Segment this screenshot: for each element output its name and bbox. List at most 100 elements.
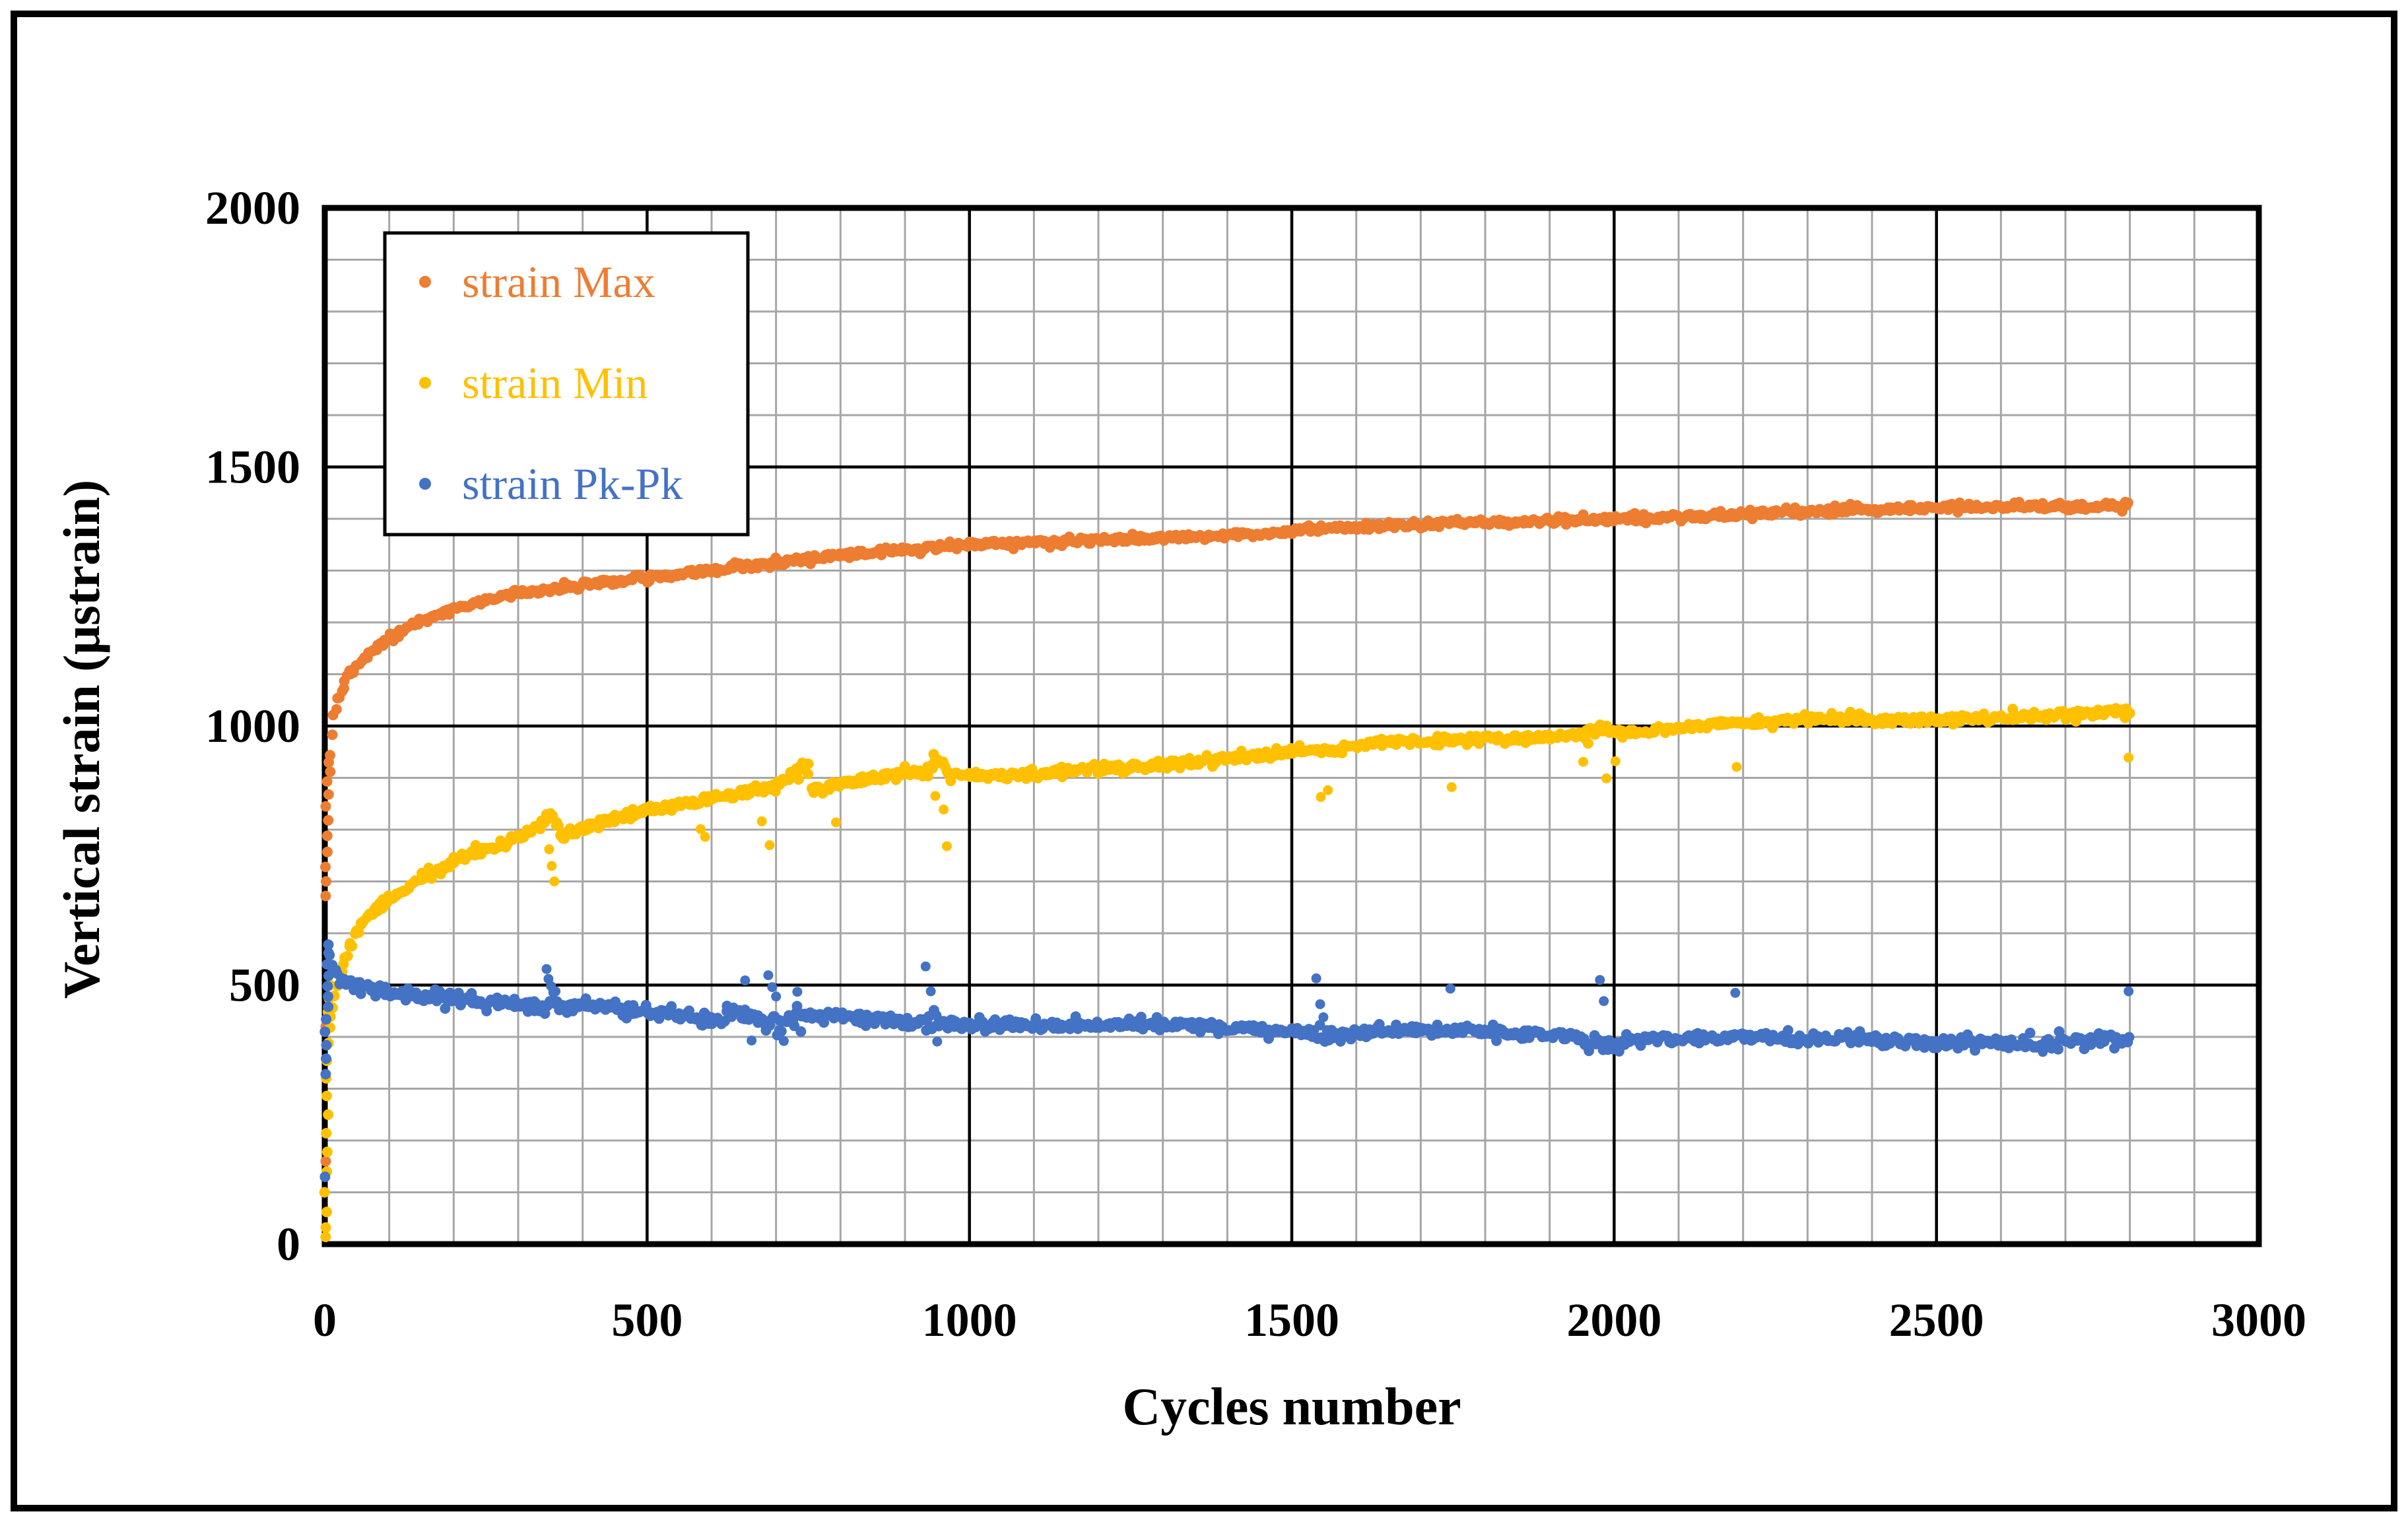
data-point (2124, 708, 2135, 719)
data-point (1314, 1020, 1325, 1031)
series-strain-pk-pk (319, 939, 2135, 1182)
data-point (320, 801, 331, 812)
data-point (2122, 497, 2133, 508)
x-axis-tick-labels: 0 500 1000 1500 2000 2500 3000 (313, 1294, 2306, 1346)
data-point (1782, 1025, 1793, 1036)
data-point (803, 758, 814, 770)
data-point (440, 1003, 451, 1014)
data-point (321, 776, 333, 787)
data-point (541, 964, 552, 974)
data-point (1610, 756, 1621, 766)
data-point (2124, 1032, 2135, 1043)
x-axis-title: Cycles number (1122, 1378, 1461, 1436)
data-point (695, 824, 706, 834)
figure-border (11, 11, 2397, 1511)
data-point (331, 704, 342, 715)
data-point (323, 1001, 334, 1012)
data-point (1970, 1045, 1980, 1056)
data-point (549, 877, 560, 886)
data-point (1599, 996, 1609, 1007)
plot-frame (321, 205, 2262, 1247)
data-point (803, 768, 814, 779)
data-point (1323, 785, 1333, 795)
data-point (580, 993, 591, 1005)
data-point (321, 830, 333, 842)
data-point (321, 1040, 332, 1051)
data-point (925, 986, 936, 997)
y-axis-tick-labels: 0 500 1000 1500 2000 (205, 182, 300, 1271)
data-point (321, 876, 331, 887)
data-point (776, 1026, 787, 1037)
data-point (323, 789, 334, 800)
data-point (320, 1156, 331, 1167)
data-point (1731, 762, 1742, 772)
data-point (764, 840, 775, 850)
x-tick-label: 2500 (1889, 1294, 1984, 1346)
x-tick-label: 1000 (922, 1294, 1017, 1346)
data-point (323, 939, 334, 950)
series-layer (319, 496, 2135, 1242)
data-point (547, 861, 557, 871)
data-point (2007, 704, 2019, 715)
data-point (763, 970, 774, 981)
data-point (544, 844, 554, 855)
legend-marker-strain-pkpk (419, 478, 431, 490)
data-point (322, 981, 333, 992)
x-tick-label: 1500 (1244, 1294, 1339, 1346)
data-point (322, 846, 333, 857)
data-point (319, 1172, 331, 1182)
legend-marker-strain-min (419, 377, 431, 389)
data-point (1609, 1040, 1619, 1051)
data-point (320, 1222, 331, 1233)
x-tick-label: 0 (313, 1294, 337, 1346)
data-point (1491, 1035, 1502, 1046)
x-tick-label: 3000 (2211, 1294, 2306, 1346)
data-point (793, 774, 804, 785)
data-point (932, 1036, 943, 1047)
data-point (1318, 1012, 1329, 1022)
data-point (320, 1232, 331, 1242)
data-point (700, 832, 710, 842)
legend: strain Max strain Min strain Pk-Pk (383, 231, 750, 537)
data-point (321, 1207, 332, 1218)
data-point (319, 1026, 331, 1038)
data-point (831, 817, 841, 828)
y-axis-title: Vertical strain (μstrain) (53, 480, 110, 999)
data-point (701, 1018, 712, 1029)
data-point (355, 988, 366, 999)
y-tick-label: 1000 (205, 700, 300, 752)
data-point (1446, 782, 1457, 793)
data-point (795, 1026, 807, 1037)
data-point (942, 841, 952, 851)
data-point (342, 950, 353, 962)
legend-label-strain-max: strain Max (462, 257, 655, 307)
data-point (1583, 738, 1593, 749)
data-point (321, 1146, 333, 1158)
data-point (1315, 999, 1325, 1009)
data-point (320, 1069, 331, 1080)
data-point (747, 1036, 757, 1045)
data-point (792, 987, 803, 997)
data-point (2124, 986, 2134, 997)
data-point (1595, 975, 1605, 985)
data-point (939, 804, 949, 814)
data-point (323, 970, 334, 981)
data-point (2053, 1043, 2064, 1055)
data-point (1445, 983, 1455, 994)
data-point (1311, 973, 1321, 983)
data-point (321, 1090, 332, 1102)
data-point (320, 861, 331, 873)
x-tick-label: 2000 (1566, 1294, 1661, 1346)
y-tick-label: 2000 (205, 182, 300, 234)
data-point (323, 991, 333, 1002)
data-point (323, 814, 334, 826)
legend-label-strain-pkpk: strain Pk-Pk (462, 459, 683, 509)
data-point (740, 975, 751, 985)
data-point (920, 961, 931, 972)
data-point (791, 1001, 803, 1012)
data-point (323, 1109, 334, 1120)
data-point (1345, 1034, 1356, 1045)
data-point (2124, 752, 2134, 763)
data-point (321, 959, 333, 970)
data-point (320, 890, 331, 902)
